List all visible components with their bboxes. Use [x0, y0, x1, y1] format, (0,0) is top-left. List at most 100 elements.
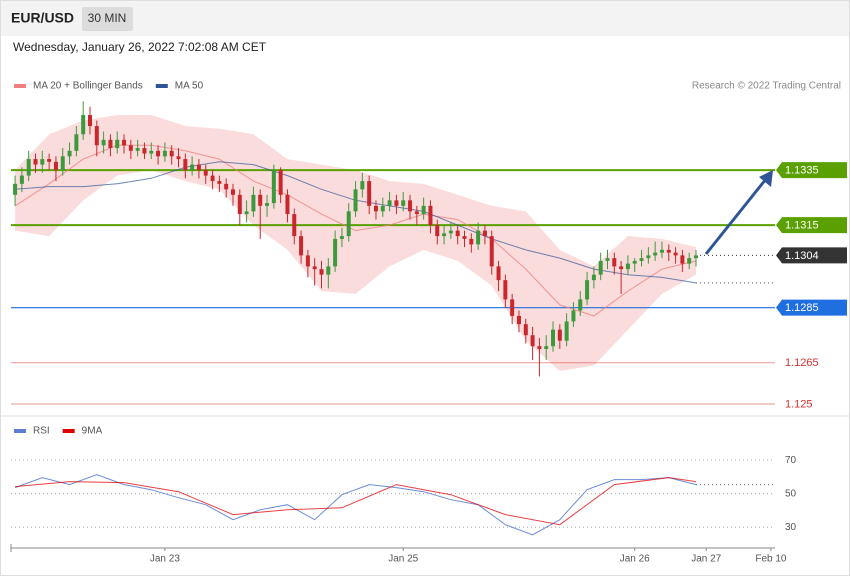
- legend-label: MA 50: [175, 81, 204, 92]
- candle-body: [367, 181, 372, 206]
- candle-body: [87, 115, 92, 127]
- x-tick-label: Jan 27: [691, 554, 721, 565]
- candle-body: [489, 236, 494, 267]
- candle-body: [101, 139, 106, 146]
- candle-body: [258, 194, 263, 206]
- candle-body: [510, 299, 515, 316]
- candle-body: [578, 299, 583, 311]
- candle-body: [326, 266, 331, 275]
- candle-body: [122, 139, 127, 146]
- candle-body: [299, 236, 304, 256]
- candle-body: [230, 189, 235, 195]
- y-tick-label: 50: [785, 488, 797, 499]
- candle-body: [292, 214, 297, 237]
- candle-body: [673, 252, 678, 256]
- x-tick-label: Jan 23: [150, 554, 180, 565]
- candle-body: [183, 159, 188, 171]
- candle-body: [319, 269, 324, 275]
- candle-body: [40, 159, 45, 165]
- candle-body: [394, 200, 399, 206]
- candle-body: [149, 150, 154, 154]
- candle-body: [353, 189, 358, 212]
- legend-label: RSI: [33, 426, 50, 437]
- candle-body: [544, 346, 549, 349]
- candle-body: [380, 205, 385, 212]
- candle-body: [605, 258, 610, 261]
- candle-body: [666, 249, 671, 253]
- level-badge: [776, 217, 847, 234]
- candle-body: [142, 148, 147, 154]
- candle-body: [653, 252, 658, 256]
- candle-body: [346, 211, 351, 237]
- candle-body: [462, 236, 467, 239]
- candle-body: [81, 115, 86, 135]
- legend-label: 9MA: [82, 426, 103, 437]
- level-label: 1.1315: [785, 220, 819, 232]
- candle-body: [176, 156, 181, 160]
- candle-body: [360, 181, 365, 190]
- candle-body: [585, 280, 590, 300]
- candle-body: [47, 159, 52, 162]
- y-tick-label: 70: [785, 455, 797, 466]
- legend-swatch: [14, 84, 26, 88]
- candle-body: [94, 126, 99, 146]
- candle-body: [401, 200, 406, 206]
- candle-body: [285, 194, 290, 215]
- y-tick-label: 30: [785, 522, 797, 533]
- candle-body: [442, 233, 447, 237]
- candle-body: [598, 260, 603, 275]
- candle-body: [271, 170, 276, 204]
- legend-swatch: [155, 84, 168, 88]
- candle-body: [278, 170, 283, 195]
- candle-body: [33, 159, 38, 165]
- candle-body: [591, 274, 596, 281]
- interval-badge[interactable]: [82, 7, 133, 31]
- candle-body: [387, 200, 392, 206]
- candle-body: [251, 194, 256, 212]
- candle-body: [224, 183, 229, 190]
- rsi-line: [14, 474, 697, 536]
- candle-body: [265, 203, 270, 206]
- candle-body: [571, 310, 576, 322]
- candle-body: [26, 159, 31, 176]
- candle-body: [632, 260, 637, 264]
- timestamp: Wednesday, January 26, 2022 7:02:08 AM C…: [13, 40, 267, 54]
- level-badge: [776, 299, 847, 316]
- candle-body: [19, 175, 24, 184]
- candle-body: [190, 164, 195, 171]
- candle-body: [687, 258, 692, 264]
- candle-body: [203, 170, 208, 176]
- candle-body: [210, 175, 215, 182]
- candle-body: [108, 139, 113, 149]
- interval[interactable]: 30 MIN: [88, 11, 127, 25]
- level-label: 1.1285: [785, 302, 819, 314]
- candle-body: [169, 150, 174, 157]
- ma-line: [14, 144, 697, 317]
- x-tick-label: Jan 26: [620, 554, 650, 565]
- bollinger-band: [15, 115, 697, 371]
- candle-body: [13, 183, 18, 195]
- candle-body: [244, 211, 249, 215]
- candle-body: [482, 230, 487, 237]
- candle-body: [659, 249, 664, 253]
- candle-body: [435, 225, 440, 237]
- candle-body: [646, 255, 651, 259]
- candle-body: [551, 329, 556, 347]
- candle-body: [217, 181, 222, 184]
- legend-label: MA 20 + Bollinger Bands: [33, 81, 143, 92]
- candle-body: [503, 280, 508, 300]
- candle-body: [469, 238, 474, 245]
- candle-body: [373, 205, 378, 212]
- candle-body: [162, 150, 167, 157]
- candle-body: [694, 255, 699, 259]
- candle-body: [639, 258, 644, 261]
- symbol: EUR/USD: [11, 10, 74, 26]
- candle-body: [476, 230, 481, 245]
- legend-swatch: [62, 429, 75, 433]
- candle-body: [455, 230, 460, 237]
- candle-body: [305, 255, 310, 267]
- x-tick-label: Feb 10: [755, 554, 787, 565]
- candle-body: [156, 150, 161, 157]
- level-label: 1.1335: [785, 164, 819, 176]
